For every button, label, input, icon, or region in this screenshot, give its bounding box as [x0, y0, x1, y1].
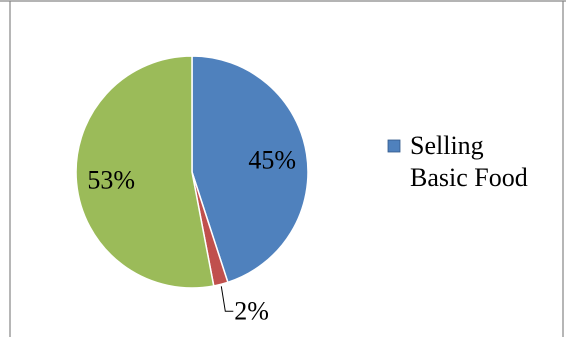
leader-line-2	[220, 286, 234, 312]
data-label-3: 53%	[87, 166, 135, 195]
legend: Selling Basic Food	[387, 131, 528, 192]
pie-slice-1	[191, 55, 309, 284]
data-label-2: 2%	[234, 296, 269, 325]
legend-label-line-2: Basic Food	[410, 163, 528, 192]
data-labels-group: 45% 2% 53%	[87, 145, 296, 325]
data-label-1: 45%	[248, 145, 296, 174]
pie-group	[75, 55, 309, 289]
pie-slice-3	[75, 55, 215, 289]
legend-swatch	[387, 139, 401, 153]
legend-label-line-1: Selling	[410, 131, 484, 160]
